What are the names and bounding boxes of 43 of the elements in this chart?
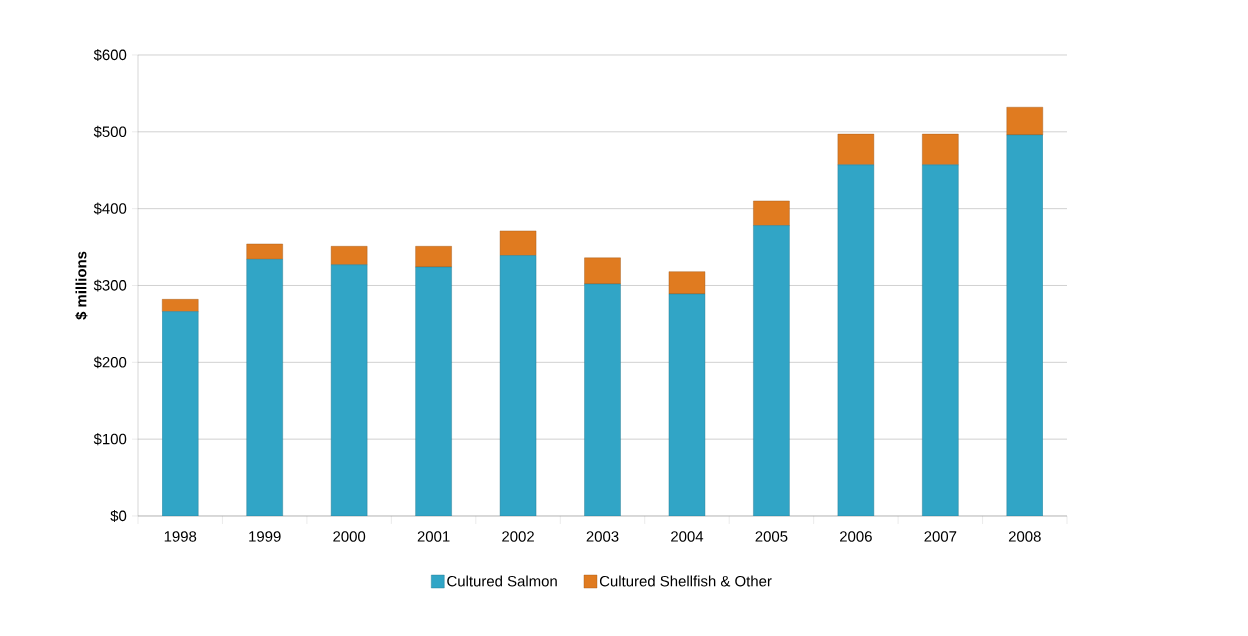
y-tick-label: $400 [93, 202, 127, 215]
bar [162, 311, 199, 516]
x-tick-label: 2000 [333, 531, 366, 542]
bar [415, 246, 452, 268]
bar [162, 299, 199, 312]
x-tick-label: 2002 [502, 531, 534, 542]
x-tick-label: 2003 [586, 531, 619, 542]
bar [584, 283, 621, 516]
bar [668, 293, 706, 516]
legend-label: Cultured Shellfish & Other [599, 575, 772, 587]
x-tick-label: 1999 [249, 531, 281, 542]
x-tick-label: 2008 [1008, 531, 1041, 542]
bar [330, 264, 368, 516]
bar [753, 225, 790, 516]
y-tick-label: $300 [93, 279, 127, 292]
bar [753, 200, 790, 226]
bar [1006, 134, 1043, 516]
x-tick-label: 2004 [671, 531, 704, 542]
legend-label: Cultured Salmon [447, 575, 557, 587]
bar [499, 230, 537, 256]
bar [837, 133, 875, 166]
x-tick-label: 2005 [755, 531, 788, 542]
x-tick-label: 2007 [924, 531, 957, 542]
bar [499, 255, 537, 516]
x-tick-label: 1998 [164, 531, 197, 542]
y-tick-label: $600 [93, 48, 127, 62]
bar [837, 164, 875, 516]
y-axis-title: $ millions [75, 251, 88, 320]
y-tick-label: $200 [93, 356, 127, 369]
bar [1006, 107, 1043, 136]
bar [246, 243, 283, 260]
y-tick-label: $0 [110, 509, 127, 523]
bar [246, 259, 283, 516]
x-tick-label: 2006 [840, 531, 872, 542]
y-tick-label: $500 [93, 125, 127, 138]
x-tick-label: 2001 [417, 531, 450, 542]
bar [922, 133, 959, 166]
bar [668, 271, 706, 295]
bar [330, 246, 368, 265]
bar [584, 257, 621, 285]
bar [415, 266, 452, 516]
bar [922, 164, 959, 516]
y-tick-label: $100 [93, 433, 127, 446]
